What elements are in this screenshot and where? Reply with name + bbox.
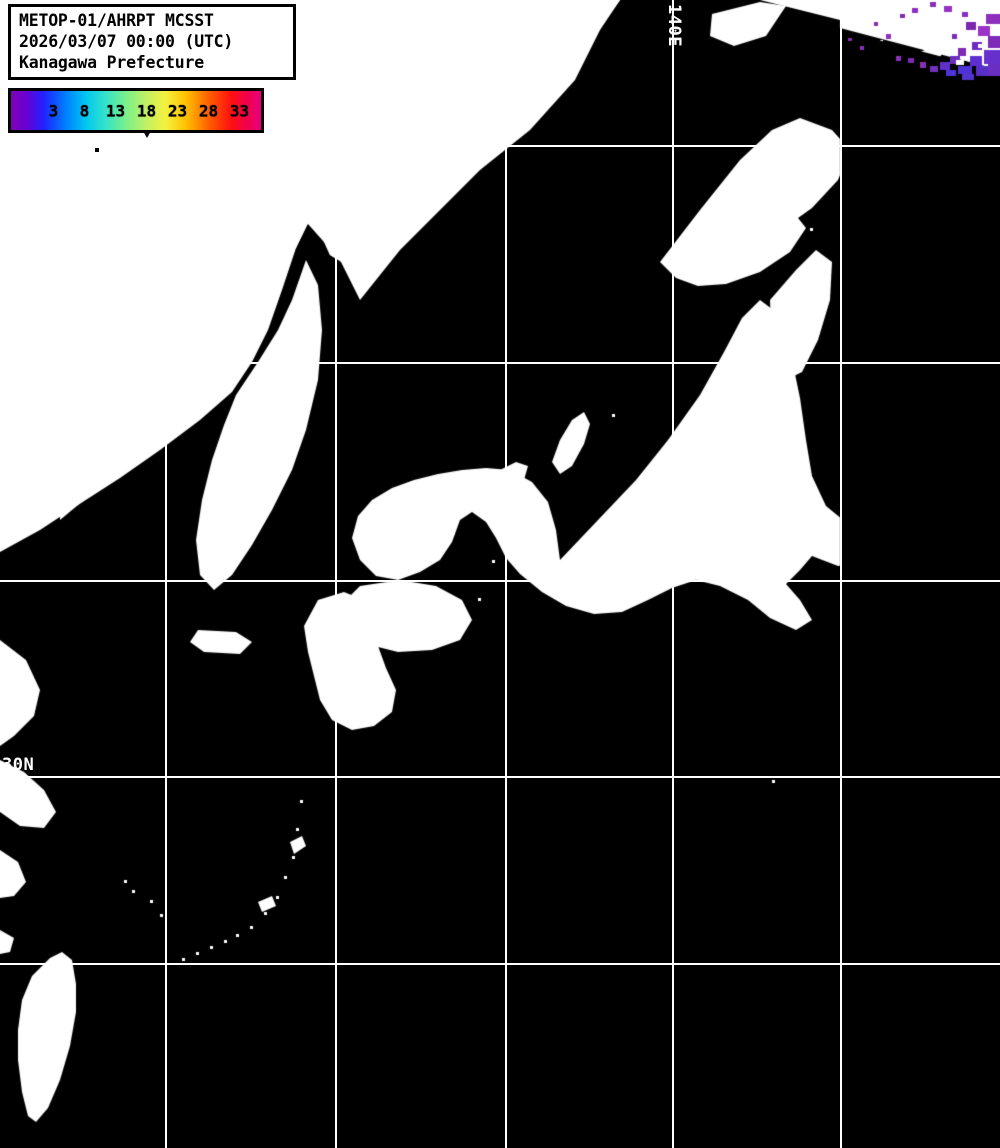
header-info-box: METOP-01/AHRPT MCSST 2026/03/07 00:00 (U… <box>8 4 296 80</box>
colorbar-tick-8: 8 <box>79 101 90 120</box>
colorbar-tick-13: 13 <box>105 101 126 120</box>
region-name: Kanagawa Prefecture <box>19 53 204 72</box>
colorbar-tick-33: 33 <box>229 101 250 120</box>
longitude-label-140E: 140E <box>664 4 684 47</box>
colorbar-tick-18: 18 <box>136 101 157 120</box>
colorbar-sub-marker <box>95 148 99 152</box>
colorbar-tick-28: 28 <box>198 101 219 120</box>
observation-datetime: 2026/03/07 00:00 (UTC) <box>19 32 234 51</box>
colorbar-gradient <box>11 91 261 130</box>
sst-colorbar[interactable]: 3 8 13 18 23 28 33 <box>8 88 264 133</box>
colorbar-tick-3: 3 <box>48 101 59 120</box>
latitude-label-30N: 30N <box>2 755 35 775</box>
colorbar-tick-23: 23 <box>167 101 188 120</box>
latitude-label-40N: 40N <box>2 352 35 372</box>
colorbar-tick-labels: 3 8 13 18 23 28 33 <box>11 91 261 130</box>
colorbar-pointer-marker <box>143 131 151 138</box>
product-title: METOP-01/AHRPT MCSST <box>19 11 214 30</box>
